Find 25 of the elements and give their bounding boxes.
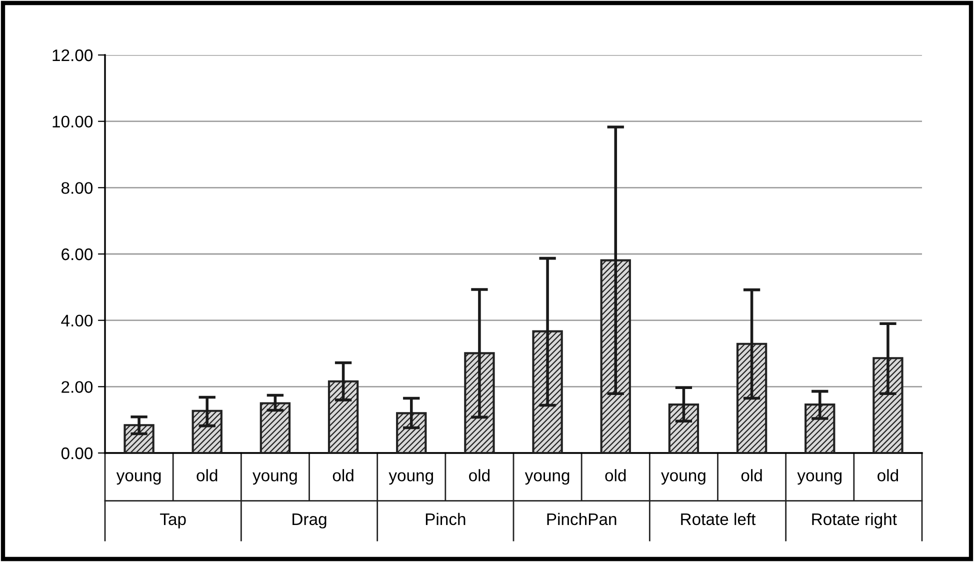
x-tick-label: old <box>196 469 218 482</box>
x-tick-label: old <box>741 469 762 482</box>
x-tick-label: young <box>797 472 842 485</box>
x-tick-label: old <box>878 469 898 482</box>
y-tick-label: 8.00 <box>61 182 93 194</box>
text: Pinch <box>426 512 466 526</box>
x-tick-label: old <box>332 469 354 482</box>
y-tick-label: 0.00 <box>61 447 93 460</box>
text: Rotate left <box>681 512 756 526</box>
y-tick-label: 4.00 <box>61 314 93 327</box>
x-tick-label: young <box>388 472 434 485</box>
x-tick-label: young <box>252 472 297 485</box>
text: Rotate right <box>812 512 897 528</box>
x-tick-label: young <box>524 472 570 485</box>
x-tick-label: old <box>469 469 490 482</box>
text: Tap <box>160 514 186 528</box>
x-tick-label: young <box>116 472 161 485</box>
y-tick-label: 2.00 <box>62 381 93 393</box>
x-tick-label: old <box>605 469 626 482</box>
x-tick-label: young <box>661 472 706 485</box>
text: Drag <box>292 514 326 528</box>
y-tick-label: 12.00 <box>52 49 93 62</box>
text: PinchPan <box>547 512 616 526</box>
y-tick-label: 6.00 <box>62 248 93 260</box>
y-tick-label: 10.00 <box>52 116 93 128</box>
